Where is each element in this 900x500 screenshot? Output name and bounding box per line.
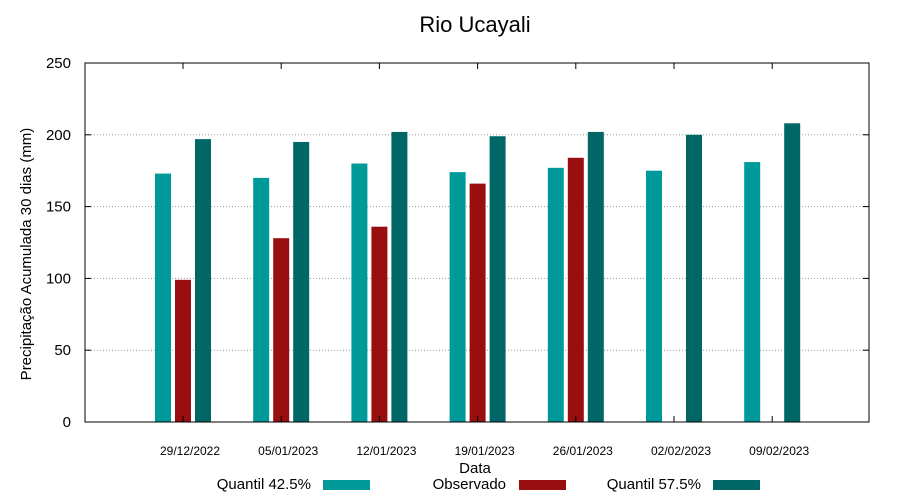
bar-quantil-42-5 <box>646 170 662 422</box>
legend-item: Quantil 42.5% <box>217 476 370 493</box>
bar-quantil-57-5 <box>784 123 801 422</box>
y-tick-label: 200 <box>46 127 71 144</box>
y-tick-label: 100 <box>46 270 71 287</box>
legend-item: Observado <box>433 476 566 493</box>
bar-quantil-57-5 <box>587 131 604 423</box>
x-tick-label: 09/02/2023 <box>749 444 809 458</box>
chart-title: Rio Ucayali <box>419 12 530 37</box>
x-tick-label: 19/01/2023 <box>455 444 515 458</box>
x-tick-label: 29/12/2022 <box>160 444 220 458</box>
x-tick-label: 02/02/2023 <box>651 444 711 458</box>
bar-quantil-42-5 <box>155 173 171 422</box>
y-tick-label: 150 <box>46 199 71 216</box>
legend-label: Observado <box>433 476 506 493</box>
legend-swatch <box>713 480 760 490</box>
bar-observado <box>175 279 191 422</box>
y-tick-label: 50 <box>54 342 71 359</box>
bar-quantil-57-5 <box>489 136 506 422</box>
y-tick-label: 250 <box>46 55 71 72</box>
legend-label: Quantil 57.5% <box>607 476 701 493</box>
bar-quantil-42-5 <box>449 172 466 422</box>
bar-observado <box>273 238 290 422</box>
y-tick-label: 0 <box>63 414 71 431</box>
legend: Quantil 42.5% Observado Quantil 57.5% <box>217 476 760 493</box>
y-axis-ticks: 0 50 100 150 200 250 <box>46 55 869 431</box>
legend-item: Quantil 57.5% <box>607 476 760 493</box>
bar-quantil-42-5 <box>351 163 368 422</box>
bar-observado <box>567 157 584 422</box>
legend-swatch <box>519 480 566 490</box>
bar-quantil-57-5 <box>391 131 408 423</box>
bar-observado <box>469 183 486 422</box>
x-tick-label: 26/01/2023 <box>553 444 613 458</box>
bar-quantil-57-5 <box>195 139 211 422</box>
legend-label: Quantil 42.5% <box>217 476 311 493</box>
x-axis-label: Data <box>459 460 491 477</box>
bars <box>155 123 801 423</box>
x-tick-label: 05/01/2023 <box>258 444 318 458</box>
y-axis-label: Precipitação Acumulada 30 dias (mm) <box>18 128 35 381</box>
bar-quantil-57-5 <box>686 134 702 423</box>
bar-quantil-42-5 <box>547 167 564 422</box>
bar-quantil-42-5 <box>253 177 270 422</box>
bar-quantil-42-5 <box>744 162 761 423</box>
legend-swatch <box>323 480 370 490</box>
bar-observado <box>371 226 388 422</box>
bar-quantil-57-5 <box>293 141 310 423</box>
x-axis-ticks: 29/12/2022 05/01/2023 12/01/2023 19/01/2023… <box>160 63 810 458</box>
plot-area-frame <box>84 62 870 423</box>
x-tick-label: 12/01/2023 <box>356 444 416 458</box>
